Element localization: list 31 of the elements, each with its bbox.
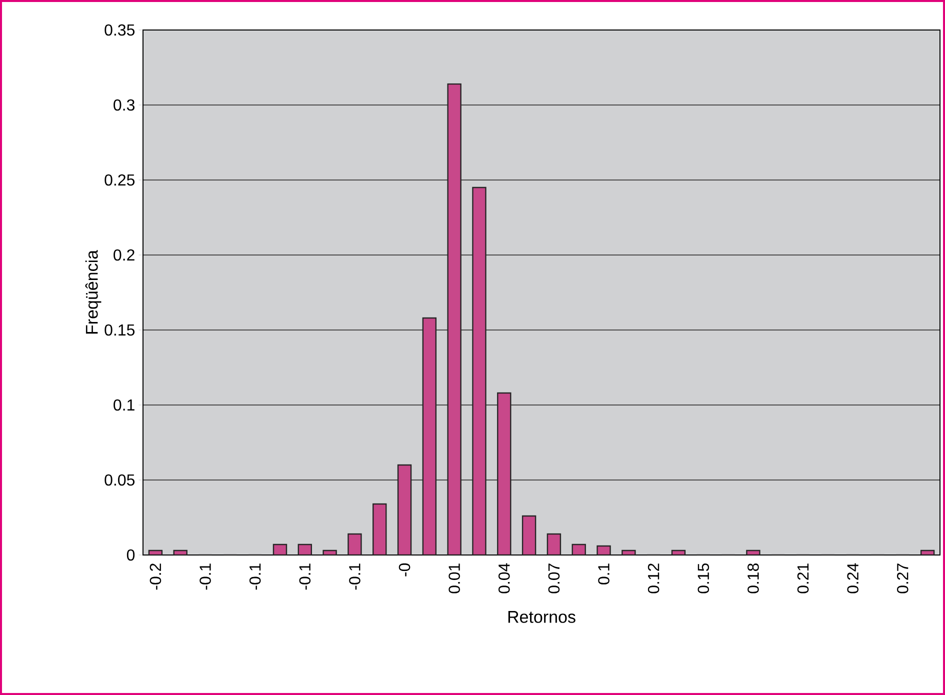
y-tick-label: 0.2: [114, 249, 134, 261]
y-tick-label: 0.1: [114, 399, 134, 411]
x-tick-label: -0: [398, 563, 410, 576]
x-tick-label: 0.12: [648, 564, 660, 594]
y-tick-label: 0.15: [104, 324, 135, 336]
x-tick-label: 0.15: [698, 563, 710, 594]
x-tick-label: 0.24: [847, 563, 858, 594]
x-tick-label: -0.1: [299, 564, 311, 590]
x-tick-label: 0.18: [748, 563, 759, 594]
y-tick-label: 0.3: [114, 99, 134, 111]
bar: [372, 503, 387, 555]
x-tick-label: -0.1: [349, 564, 360, 590]
y-tick-label: 0.25: [104, 174, 135, 186]
x-tick-label: -0.1: [200, 564, 211, 590]
bar: [497, 392, 512, 555]
x-tick-label: 0.27: [896, 564, 908, 594]
bar: [522, 515, 536, 555]
y-tick-label: 0.05: [104, 474, 135, 486]
x-tick-label: -0.2: [150, 564, 162, 590]
y-axis-title: Freqüência: [85, 250, 102, 334]
x-axis-title: Retornos: [508, 611, 576, 623]
x-tick-label: 0.21: [797, 564, 809, 594]
y-tick-label: 0: [126, 549, 135, 561]
x-tick-label: 0.04: [498, 563, 510, 594]
x-tick-label: -0.1: [249, 564, 261, 590]
bar: [397, 464, 412, 555]
y-tick-label: 0.35: [104, 24, 135, 36]
x-tick-label: 0.01: [448, 564, 460, 594]
x-tick-label: 0.1: [598, 564, 610, 584]
bar: [422, 317, 437, 555]
x-tick-label: 0.07: [548, 564, 560, 594]
